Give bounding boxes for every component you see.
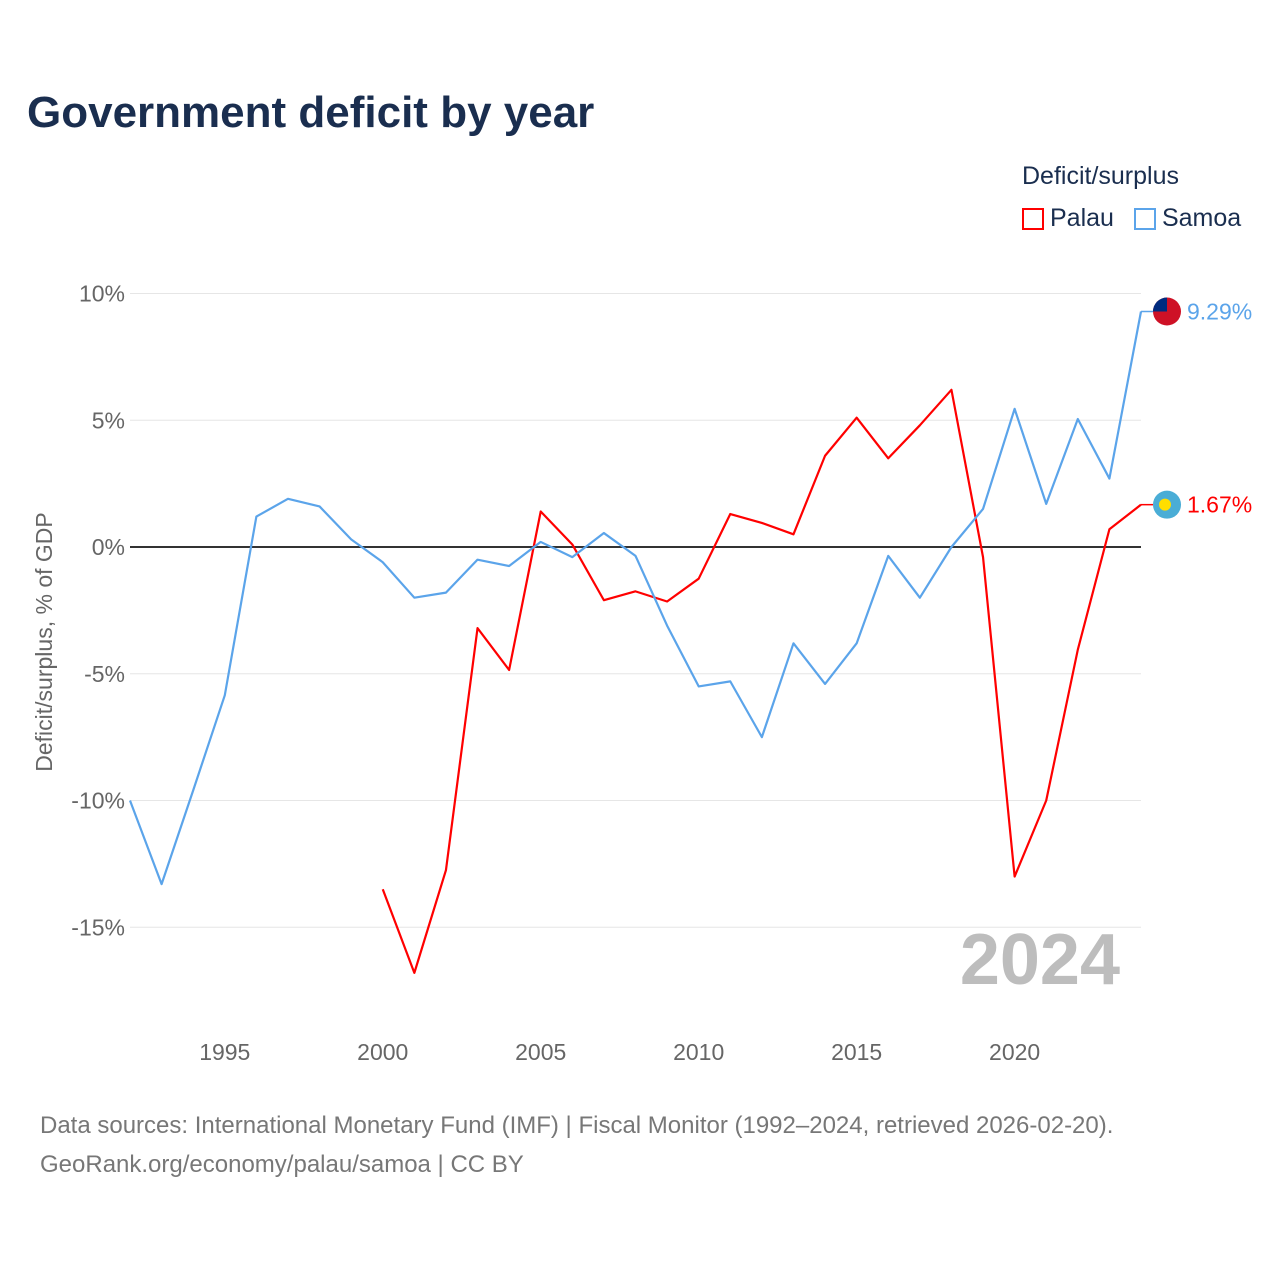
legend-label: Samoa: [1161, 204, 1242, 232]
y-tick-label: 0%: [92, 534, 125, 560]
x-tick-label: 2010: [673, 1039, 724, 1065]
legend-label: Palau: [1050, 204, 1114, 232]
year-watermark: 2024: [960, 920, 1120, 1000]
y-tick-label: -10%: [71, 788, 125, 814]
x-tick-label: 2020: [989, 1039, 1040, 1065]
legend-item-samoa[interactable]: Samoa: [1133, 204, 1242, 233]
y-tick-label: -5%: [84, 661, 125, 687]
x-tick-label: 2000: [357, 1039, 408, 1065]
x-tick-label: 2015: [831, 1039, 882, 1065]
series-line-palau: [381, 388, 1142, 974]
x-tick-label: 2005: [515, 1039, 566, 1065]
legend-swatch-samoa: [1133, 207, 1156, 230]
source-note: Data sources: International Monetary Fun…: [40, 1106, 1113, 1184]
samoa-flag-canton-icon: [1153, 297, 1167, 312]
chart-title: Government deficit by year: [27, 88, 595, 137]
legend: Palau Samoa: [1022, 204, 1241, 233]
source-line-2[interactable]: GeoRank.org/economy/palau/samoa | CC BY: [40, 1151, 524, 1178]
palau-flag-disc-icon: [1159, 498, 1171, 511]
y-axis-label: Deficit/surplus, % of GDP: [31, 512, 57, 771]
x-tick-label: 1995: [199, 1039, 250, 1065]
source-line-1: Data sources: International Monetary Fun…: [40, 1112, 1114, 1139]
y-tick-label: -15%: [71, 914, 125, 940]
legend-title: Deficit/surplus: [1022, 162, 1179, 190]
series-line-samoa: [128, 311, 1143, 886]
end-value-label-palau: 1.67%: [1187, 492, 1252, 518]
y-tick-label: 5%: [92, 407, 125, 433]
y-tick-label: 10%: [79, 281, 125, 307]
end-value-label-samoa: 9.29%: [1187, 298, 1252, 324]
legend-swatch-palau: [1022, 207, 1044, 230]
legend-item-palau[interactable]: Palau: [1022, 204, 1114, 233]
